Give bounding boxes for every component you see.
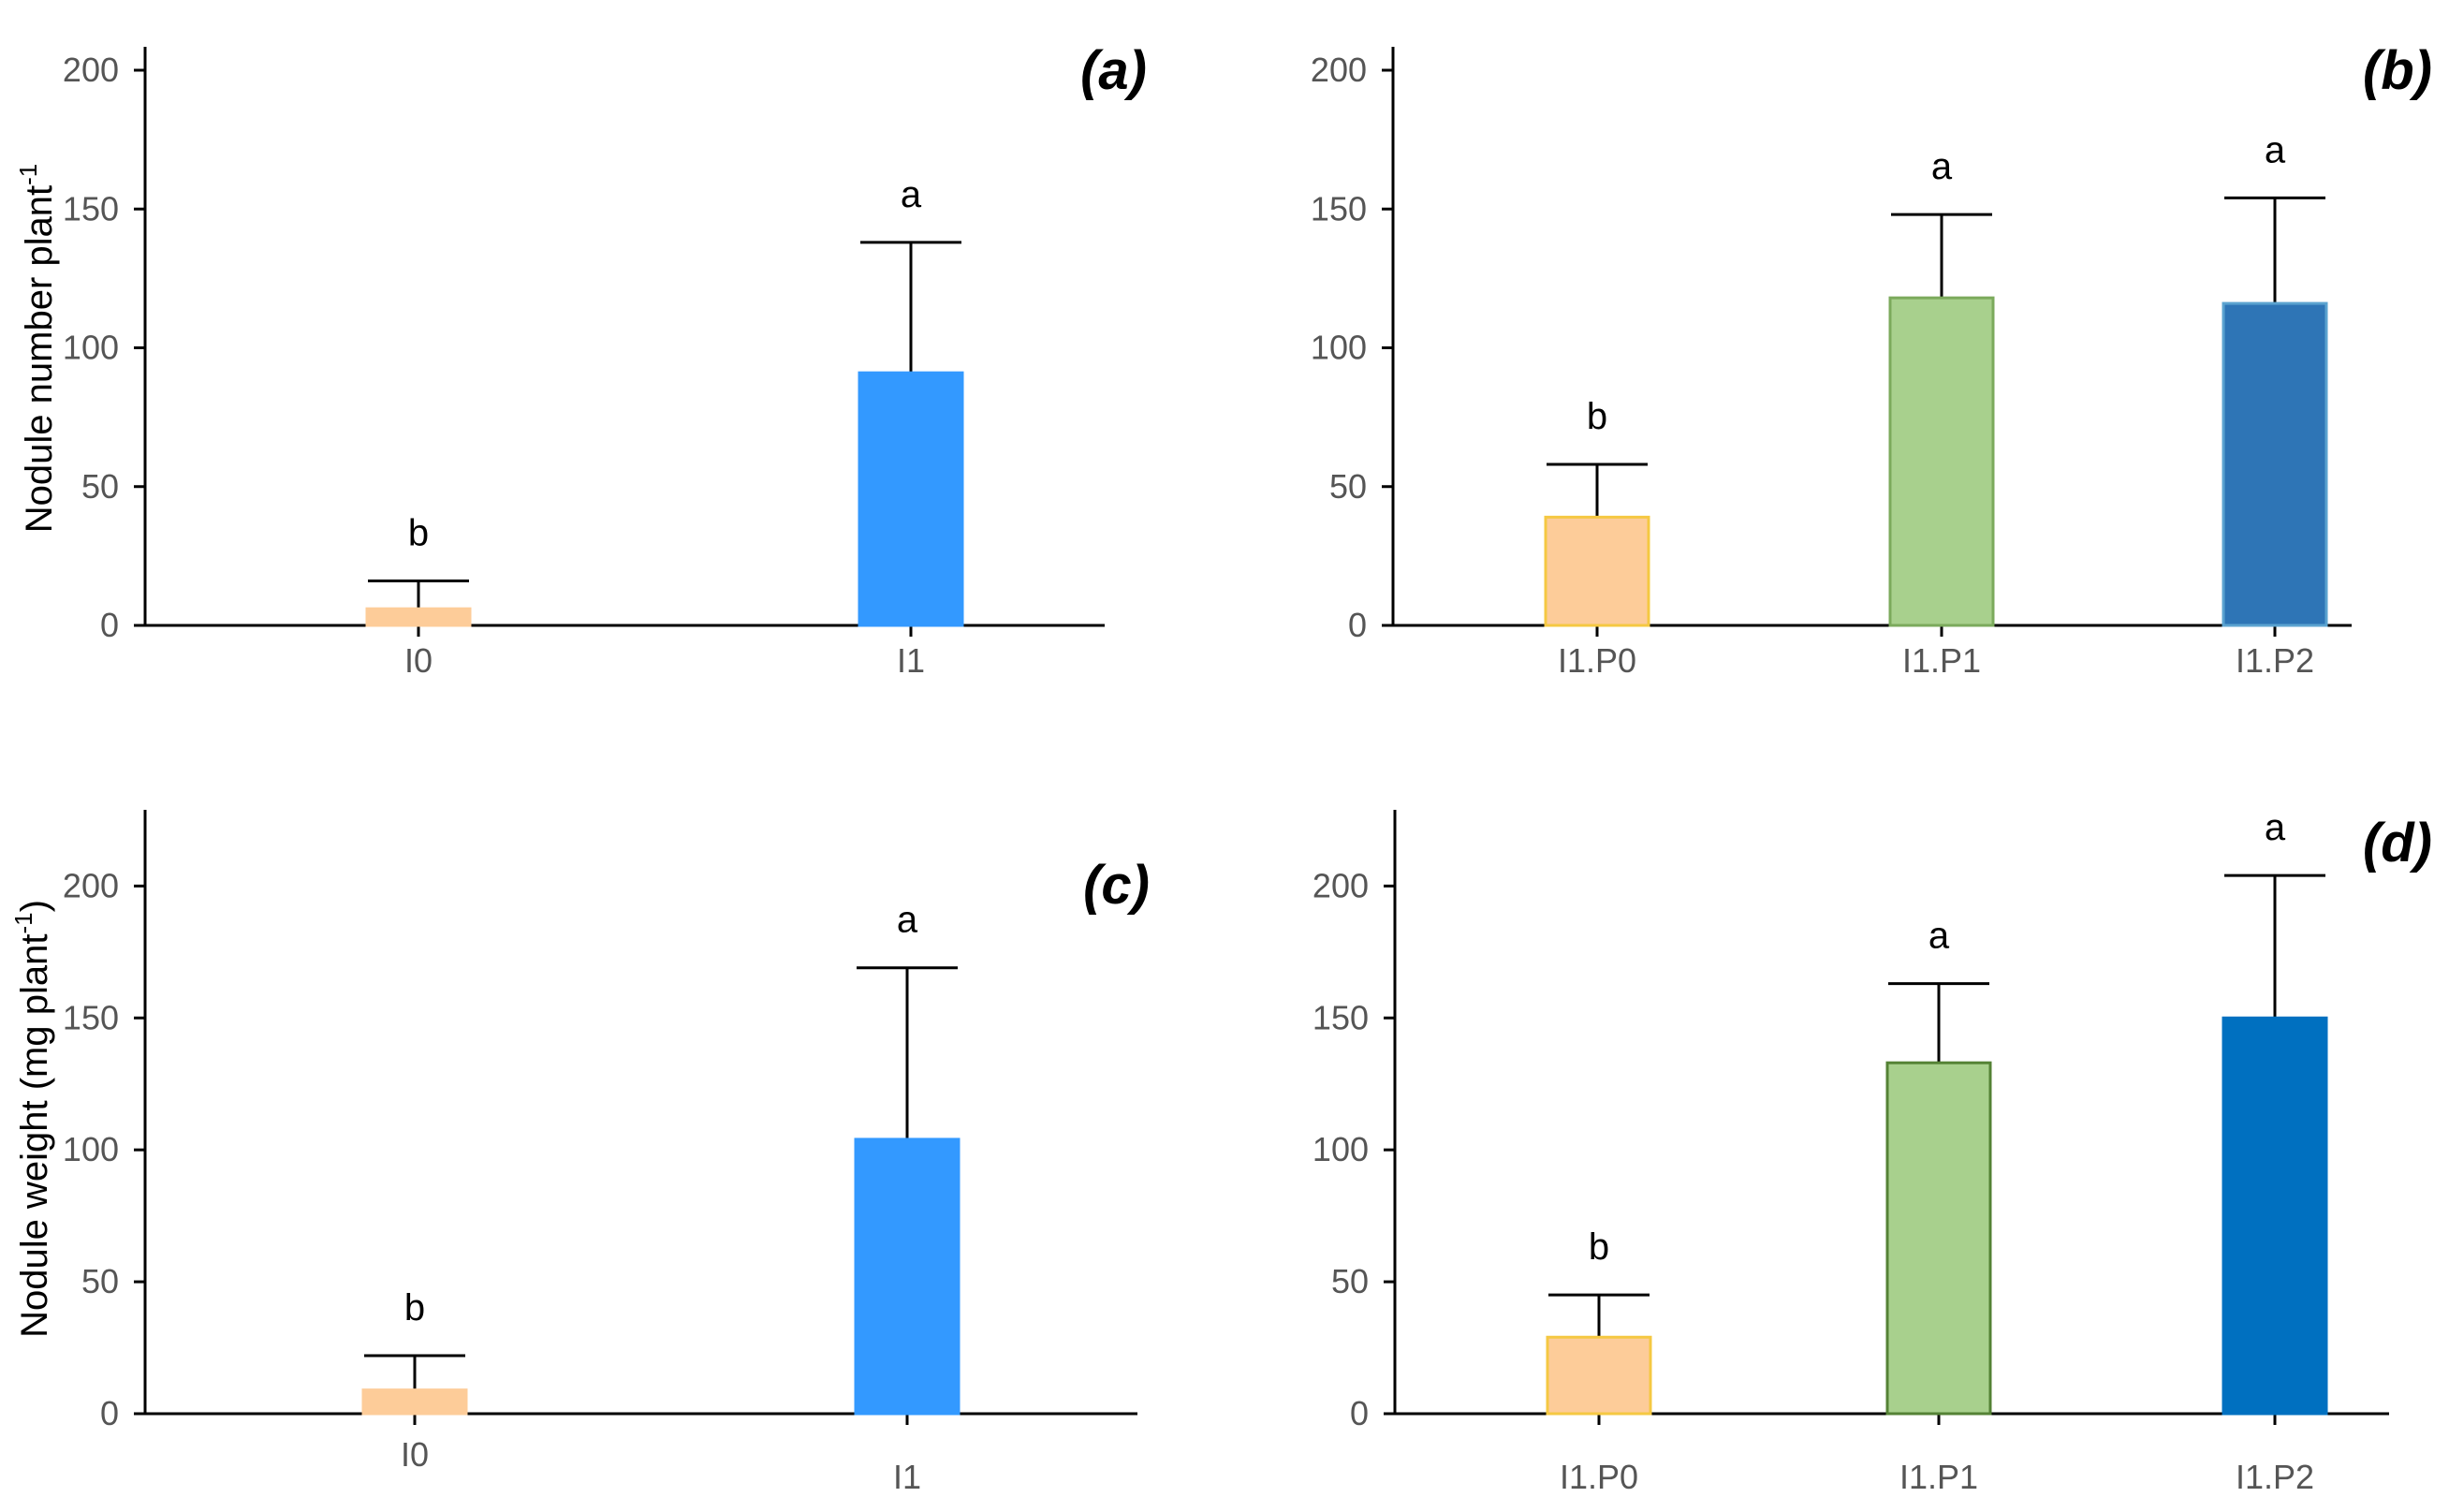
x-category-label: I1.P1 [1899,1458,1978,1496]
y-tick-label: 50 [81,1262,119,1300]
y-tick-label: 150 [1312,998,1369,1036]
y-axis-title-superscript: -1 [14,164,42,185]
significance-letter: a [2265,807,2286,848]
panel-a: 0 50 100 150 200 I0 b I1 a (a) Nodule number plant… [14,40,1147,680]
panel-label: (d) [2363,813,2432,873]
y-axis-title-main: Nodule number plant [19,185,60,533]
panel-label: (b) [2363,40,2432,101]
y-tick-label: 50 [1329,467,1367,506]
x-category-label: I1 [897,641,925,680]
y-tick-label: 50 [1331,1262,1369,1300]
x-category-label: I1 [893,1458,921,1496]
bar-i0 [361,1388,468,1416]
y-axis-title: Nodule number plant-1 [14,164,60,533]
y-tick-label: 200 [1311,51,1367,89]
y-tick-label: 100 [1311,329,1367,367]
y-tick-label: 200 [1312,866,1369,904]
x-category-label: I0 [401,1435,429,1474]
x-category-label: I0 [404,641,433,680]
y-axis-title-tail: ) [14,900,55,912]
significance-letter: a [1931,146,1953,187]
x-category-label: I1.P2 [2236,1458,2314,1496]
panel-label: (c) [1083,855,1150,916]
y-tick-label: 150 [1311,189,1367,228]
y-axis-title-main: Nodule weight (mg plant [14,934,55,1338]
significance-letter: a [897,900,918,941]
panel-c: 0 50 100 150 200 I0 b I1 a (c) Nodule weight (mg p… [9,810,1150,1496]
bar-i0 [365,607,472,627]
x-category-label: I1.P0 [1558,641,1636,680]
x-category-label: I1.P1 [1902,641,1981,680]
significance-letter: b [404,1287,425,1329]
panel-label: (a) [1080,40,1147,101]
y-tick-label: 150 [63,998,119,1036]
y-tick-label: 200 [63,51,119,89]
bar-i1-p1 [1888,296,1995,627]
y-tick-label: 200 [63,866,119,904]
y-tick-label: 150 [63,189,119,228]
y-tick-label: 0 [1350,1394,1369,1432]
y-axis-title: Nodule weight (mg plant-1) [9,900,55,1338]
x-category-label: I1.P2 [2236,641,2314,680]
bar-i1-p2 [2222,301,2328,627]
bar-i1-p1 [1885,1061,1992,1416]
significance-letter: b [408,513,429,554]
bar-i1 [854,1138,961,1416]
significance-letter: a [1928,916,1950,957]
bar-i1-p0 [1544,515,1650,627]
significance-letter: a [901,174,922,215]
bar-i1-p0 [1546,1335,1652,1416]
significance-letter: b [1589,1226,1609,1268]
y-tick-label: 0 [100,1394,119,1432]
y-tick-label: 100 [63,1130,119,1168]
bar-i1-p2 [2222,1016,2328,1416]
y-tick-label: 0 [1348,606,1367,644]
y-tick-label: 0 [100,606,119,644]
panel-d: 0 50 100 150 200 I1.P0 b I1.P1 a I1.P2 a (d) [1312,807,2432,1496]
y-axis-title-superscript: -1 [9,912,37,933]
y-tick-label: 100 [63,329,119,367]
significance-letter: a [2265,129,2286,170]
y-tick-label: 100 [1312,1130,1369,1168]
panel-b: 0 50 100 150 200 I1.P0 b I1.P1 a I1.P2 a (b) [1311,40,2432,680]
significance-letter: b [1587,396,1607,437]
y-tick-label: 50 [81,467,119,506]
x-category-label: I1.P0 [1560,1458,1638,1496]
bar-i1 [858,371,964,627]
